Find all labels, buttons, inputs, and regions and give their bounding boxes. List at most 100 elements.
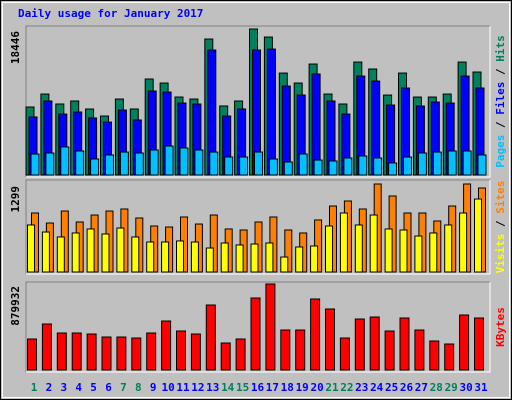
bar — [339, 337, 350, 371]
bar — [75, 150, 85, 176]
x-tick-label: 1 — [31, 381, 38, 394]
x-tick-label: 21 — [325, 381, 339, 394]
bar — [459, 314, 470, 371]
bar — [146, 241, 155, 273]
x-tick-label: 11 — [176, 381, 190, 394]
bar — [60, 146, 70, 176]
bar — [310, 245, 319, 273]
bar — [131, 337, 142, 371]
bar — [369, 214, 378, 273]
bar — [313, 159, 323, 176]
legend-separator: / — [494, 121, 507, 128]
bar — [220, 242, 229, 273]
bar — [447, 150, 457, 176]
bar — [328, 160, 338, 176]
bar — [56, 236, 65, 273]
bar — [205, 247, 214, 273]
bar — [310, 298, 321, 371]
bar — [254, 151, 263, 176]
bar — [250, 297, 261, 371]
bar — [27, 338, 37, 371]
x-tick-label: 16 — [251, 381, 265, 394]
bar — [373, 157, 383, 176]
bar — [41, 323, 52, 371]
bar — [205, 304, 216, 371]
legend-separator: / — [494, 68, 507, 75]
x-tick-label: 31 — [474, 381, 488, 394]
x-tick-label: 3 — [60, 381, 67, 394]
bar — [190, 333, 201, 371]
bar — [116, 227, 125, 273]
bar — [417, 152, 427, 176]
panel-bevel — [26, 180, 491, 275]
bar — [86, 228, 95, 273]
bar — [161, 241, 170, 273]
x-tick-label: 28 — [430, 381, 443, 394]
legend-separator: / — [494, 220, 507, 227]
x-tick-label: 9 — [150, 381, 157, 394]
bar — [388, 162, 398, 176]
x-tick-label: 23 — [355, 381, 368, 394]
bar — [86, 333, 97, 371]
bar — [295, 246, 304, 273]
bar — [220, 342, 231, 371]
bar — [71, 232, 80, 273]
bar — [414, 329, 425, 371]
bar — [250, 243, 259, 273]
x-tick-label: 25 — [385, 381, 398, 394]
bar — [30, 153, 40, 176]
bar — [146, 332, 157, 371]
x-tick-label: 30 — [459, 381, 472, 394]
bar — [280, 256, 289, 273]
x-tick-label: 27 — [415, 381, 428, 394]
panel-bevel — [26, 282, 491, 373]
y-tick-label: 879932 — [9, 286, 22, 326]
bar — [354, 224, 363, 273]
x-tick-label: 4 — [75, 381, 82, 394]
bar — [444, 224, 453, 273]
bar — [56, 332, 67, 371]
bar — [101, 233, 110, 273]
bar — [105, 154, 114, 176]
bar — [190, 241, 199, 273]
bar — [179, 147, 189, 176]
bar — [27, 224, 35, 273]
chart-title: Daily usage for January 2017 — [18, 7, 203, 20]
x-tick-label: 17 — [266, 381, 279, 394]
x-tick-label: 24 — [370, 381, 384, 394]
bar — [149, 149, 159, 176]
bar — [354, 318, 365, 371]
bar — [429, 340, 440, 371]
x-tick-label: 7 — [120, 381, 127, 394]
bar — [41, 231, 50, 273]
bar — [101, 336, 112, 371]
bar — [280, 329, 291, 371]
x-tick-label: 18 — [281, 381, 294, 394]
bar — [131, 236, 140, 273]
bar — [358, 155, 368, 176]
bar — [119, 151, 129, 176]
bar — [369, 316, 380, 371]
legend: Pages / Files / Hits — [494, 35, 507, 168]
x-tick-label: 5 — [90, 381, 97, 394]
bar — [45, 152, 55, 176]
bar — [462, 150, 472, 176]
bar — [295, 329, 306, 371]
bar — [384, 330, 395, 371]
bar — [224, 156, 234, 176]
x-tick-label: 22 — [340, 381, 353, 394]
bar — [209, 151, 219, 176]
bar — [474, 317, 484, 371]
bar — [266, 48, 276, 176]
y-tick-label: 18446 — [9, 31, 22, 64]
panel-bevel — [26, 26, 491, 178]
bar — [176, 330, 186, 371]
x-tick-label: 6 — [105, 381, 112, 394]
bar — [384, 228, 393, 273]
x-tick-label: 10 — [161, 381, 174, 394]
bar — [459, 212, 468, 273]
y-tick-label: 1299 — [9, 186, 22, 213]
bar — [265, 242, 274, 273]
bar — [194, 149, 204, 176]
bar — [444, 343, 455, 371]
